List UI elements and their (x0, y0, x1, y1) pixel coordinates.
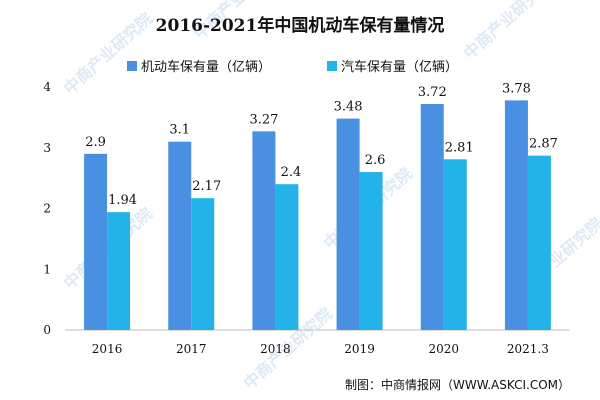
y-tick-label: 4 (43, 80, 51, 94)
x-tick-label: 2020 (428, 342, 459, 356)
data-label-series-1: 3.72 (418, 85, 447, 100)
data-label-series-2: 2.4 (281, 165, 302, 180)
y-tick-label: 2 (43, 202, 51, 216)
data-label-series-1: 2.9 (85, 135, 106, 150)
data-labels: 2.9 1.94 3.1 2.17 3.27 2.4 3.48 2.6 3.72 2.81 3.78… (85, 81, 558, 208)
x-tick-label: 2017 (176, 342, 207, 356)
y-tick-label: 1 (43, 262, 51, 276)
data-label-series-2: 2.81 (445, 140, 474, 155)
bar-series-1 (420, 104, 444, 330)
legend-label-2: 汽车保有量（亿辆） (341, 59, 458, 75)
legend-swatch-1 (127, 61, 137, 71)
x-tick-label: 2018 (260, 342, 291, 356)
x-axis: 2016 2017 2018 2019 2020 2021.3 (92, 342, 549, 356)
legend-label-1: 机动车保有量（亿辆） (141, 59, 271, 75)
bar-series-2 (359, 172, 383, 330)
x-tick-label: 2021.3 (507, 342, 549, 356)
data-label-series-1: 3.78 (502, 81, 531, 96)
watermark-text: 中商产业研究院 (460, 0, 556, 63)
y-axis: 0 1 2 3 4 (43, 80, 51, 337)
y-tick-label: 0 (43, 323, 51, 337)
data-label-series-2: 1.94 (108, 193, 137, 208)
bar-series-2 (275, 184, 299, 330)
bar-series-1 (336, 118, 360, 330)
source-credit: 制图：中商情报网（WWW.ASKCI.COM） (345, 377, 570, 392)
bar-series-2 (107, 212, 131, 330)
bar-series-1 (168, 141, 192, 330)
chart-title: 2016-2021年中国机动车保有量情况 (156, 15, 445, 36)
y-tick-label: 3 (43, 141, 51, 155)
data-label-series-1: 3.48 (334, 100, 363, 115)
data-label-series-2: 2.6 (365, 153, 386, 168)
bar-series-1 (504, 100, 528, 331)
legend: 机动车保有量（亿辆） 汽车保有量（亿辆） (127, 59, 458, 75)
bar-series-2 (191, 198, 215, 330)
watermark-text: 中商产业研究院 (60, 9, 156, 98)
data-label-series-1: 3.27 (249, 112, 278, 127)
data-label-series-2: 2.17 (192, 179, 221, 194)
bar-series-1 (252, 131, 276, 330)
x-tick-label: 2019 (344, 342, 375, 356)
bar-series-2 (527, 155, 551, 330)
data-label-series-1: 3.1 (169, 123, 190, 138)
bars (84, 100, 551, 331)
data-label-series-2: 2.87 (529, 137, 558, 152)
bar-series-2 (443, 159, 467, 330)
legend-swatch-2 (327, 61, 337, 71)
bar-series-1 (84, 153, 108, 330)
x-tick-label: 2016 (92, 342, 123, 356)
